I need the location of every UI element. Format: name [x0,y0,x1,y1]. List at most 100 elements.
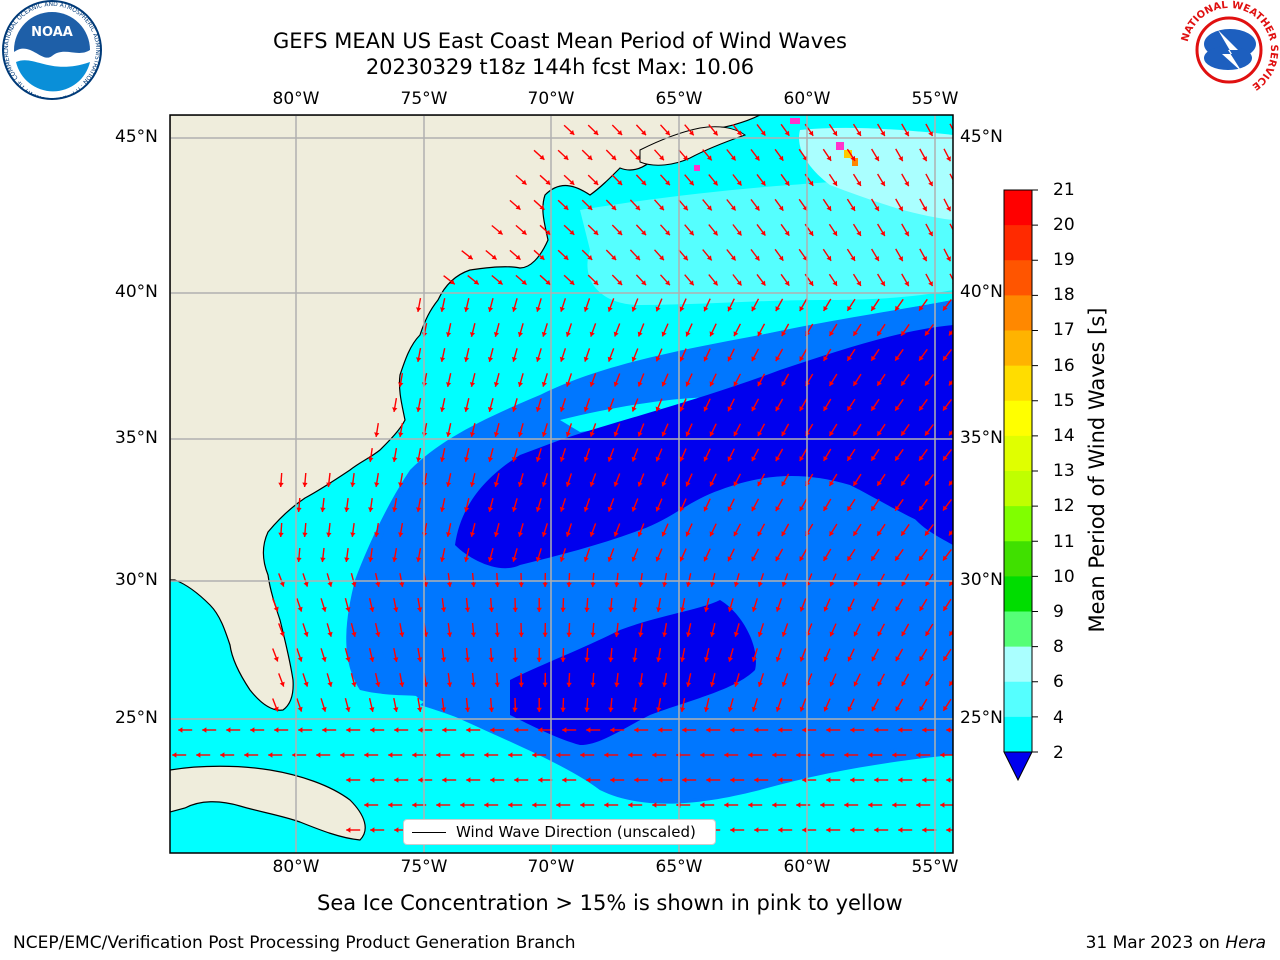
wind-wave-arrowhead [641,230,646,236]
wind-wave-arrowhead [700,752,705,758]
wind-wave-arrowhead [638,582,644,587]
wind-wave-arrowhead [781,531,787,537]
wind-wave-arrowhead [559,556,565,562]
wind-wave-arrowhead [607,306,613,312]
wind-wave-arrowhead [590,632,596,637]
wind-wave-arrowhead [799,606,805,612]
wind-wave-arrowhead [440,557,446,562]
wind-wave-arrowhead [796,802,801,808]
wind-wave-arrowhead [948,330,953,336]
wind-wave-arrowhead [733,331,739,337]
wind-wave-arrowhead [665,180,670,186]
wind-wave-arrowhead [320,507,326,512]
wind-wave-arrowhead [398,432,404,437]
wind-wave-arrowhead [535,406,541,412]
wind-wave-arrowhead [948,480,953,486]
wind-wave-arrowhead [563,254,569,260]
wind-wave-arrowhead [727,657,733,662]
wind-wave-arrowhead [613,431,619,437]
wind-wave-arrowhead [679,306,685,312]
wind-wave-arrowhead [569,130,575,135]
wind-wave-arrowhead [469,432,476,437]
wind-wave-arrowhead [464,357,470,362]
wind-wave-arrowhead [586,727,591,733]
noaa-logo-text: NOAA [31,25,73,40]
wind-wave-arrowhead [703,406,709,412]
wind-wave-arrowhead [781,381,787,387]
wind-wave-arrowhead [487,307,494,312]
wind-wave-arrowhead [634,727,639,733]
sea-ice-pixel [852,158,858,166]
wind-wave-arrowhead [829,681,835,687]
wind-wave-arrowhead [689,280,694,286]
wind-wave-arrowhead [655,406,661,412]
wind-wave-arrowhead [614,582,620,587]
wind-wave-arrowhead [892,752,897,758]
wind-wave-arrowhead [440,407,446,412]
wind-wave-arrowhead [656,707,662,712]
wind-wave-arrowhead [925,430,930,436]
wind-wave-arrowhead [802,155,808,161]
wind-wave-arrowhead [487,407,494,412]
wind-wave-arrowhead [874,827,879,833]
wind-wave-arrowhead [464,457,470,462]
wind-wave-arrowhead [751,406,757,412]
wind-wave-arrowhead [532,802,537,808]
wind-wave-arrowhead [634,777,639,783]
wind-wave-arrowhead [943,605,948,611]
wind-wave-arrowhead [847,305,852,311]
wind-wave-arrowhead [493,482,500,487]
wind-wave-arrowhead [440,607,447,612]
wind-wave-arrowhead [631,406,637,412]
wind-wave-arrowhead [490,727,495,733]
lat-label-left: 40°N [115,282,158,302]
wind-wave-arrowhead [847,706,853,712]
wind-wave-arrowhead [802,255,808,261]
wind-wave-arrowhead [925,330,930,336]
wind-wave-arrowhead [853,581,859,587]
wind-wave-arrowhead [679,356,685,362]
wind-wave-arrowhead [364,752,369,758]
wind-wave-arrowhead [928,231,933,237]
wind-wave-arrowhead [617,280,623,285]
wind-wave-arrowhead [877,581,883,587]
wind-wave-arrowhead [823,406,828,411]
wind-wave-arrowhead [689,230,694,236]
wind-wave-arrowhead [617,230,623,235]
wind-wave-arrowhead [345,657,351,662]
wind-wave-arrowhead [563,204,569,210]
wind-wave-arrowhead [470,682,477,687]
wind-wave-arrowhead [274,727,279,733]
colorbar-label: Mean Period of Wind Waves [s] [1085,307,1109,633]
wind-wave-arrowhead [467,254,473,260]
wind-wave-arrowhead [473,279,479,285]
wind-wave-arrowhead [494,632,500,637]
wind-wave-arrowhead [326,482,332,487]
wind-wave-arrowhead [943,555,948,561]
wind-wave-arrowhead [511,356,517,362]
wind-wave-arrowhead [928,281,933,287]
wind-wave-arrowhead [587,255,593,260]
wind-wave-arrowhead [202,727,207,733]
wind-wave-arrowhead [250,727,255,733]
wind-wave-arrowhead [727,306,733,312]
wind-wave-arrowhead [775,506,781,512]
wind-wave-arrowhead [521,179,527,185]
wind-wave-arrowhead [449,279,455,285]
map-title: GEFS MEAN US East Coast Mean Period of W… [273,29,847,53]
wind-wave-arrowhead [604,752,609,758]
period-under-2-north [455,325,953,569]
wind-wave-arrowhead [631,556,637,562]
wind-wave-arrowhead [614,632,620,637]
wind-wave-arrow [949,123,953,132]
colorbar-tick: 4 [1053,708,1064,728]
wind-wave-arrowhead [904,231,909,237]
colorbar-segment [1004,365,1032,402]
wind-wave-arrowhead [611,205,617,210]
wind-wave-arrowhead [689,180,694,186]
wind-wave-arrowhead [327,581,333,587]
wind-wave-arrowhead [730,727,735,733]
wind-wave-arrowhead [829,431,834,436]
wind-wave-arrowhead [587,155,593,160]
wind-wave-arrowhead [655,456,661,462]
